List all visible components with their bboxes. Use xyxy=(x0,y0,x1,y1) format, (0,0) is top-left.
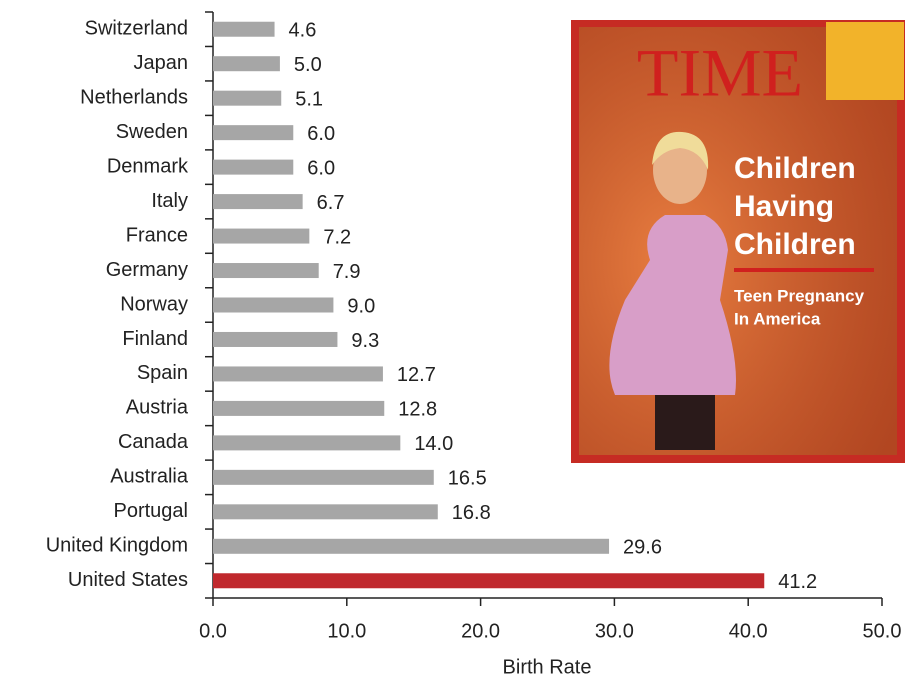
bar xyxy=(213,21,275,37)
y-tick-label: United Kingdom xyxy=(46,535,188,557)
value-label: 41.2 xyxy=(778,571,817,593)
y-tick-label: Japan xyxy=(134,52,189,74)
cover-legs xyxy=(655,395,715,450)
y-tick-label: Sweden xyxy=(116,121,188,143)
y-tick-label: Austria xyxy=(126,397,189,419)
value-label: 7.9 xyxy=(333,261,361,283)
y-tick-label: France xyxy=(126,224,188,246)
y-tick-label: Norway xyxy=(120,293,188,315)
value-label: 6.0 xyxy=(307,157,335,179)
bar xyxy=(213,90,282,106)
value-label: 9.3 xyxy=(351,330,379,352)
bar xyxy=(213,538,610,554)
value-label: 9.0 xyxy=(347,295,375,317)
y-tick-label: Switzerland xyxy=(85,18,188,40)
bar xyxy=(213,331,338,347)
cover-subhead: Teen Pregnancy xyxy=(734,286,865,305)
y-tick-label: Germany xyxy=(106,259,188,281)
value-label: 5.1 xyxy=(295,88,323,110)
value-label: 5.0 xyxy=(294,54,322,76)
bar xyxy=(213,159,294,175)
y-tick-label: Spain xyxy=(137,362,188,384)
x-tick-label: 30.0 xyxy=(595,620,634,642)
y-tick-label: Denmark xyxy=(107,155,189,177)
bar xyxy=(213,400,385,416)
bar xyxy=(213,263,319,279)
cover-corner xyxy=(826,22,904,100)
cover-subhead: In America xyxy=(734,309,821,328)
cover-headline: Having xyxy=(734,190,834,223)
y-tick-label: United States xyxy=(68,569,188,591)
cover-headline: Children xyxy=(734,152,856,185)
x-tick-label: 50.0 xyxy=(863,620,902,642)
x-tick-label: 40.0 xyxy=(729,620,768,642)
value-label: 29.6 xyxy=(623,537,662,559)
value-label: 12.8 xyxy=(398,399,437,421)
y-tick-label: Australia xyxy=(110,466,189,488)
y-tick-label: Canada xyxy=(118,431,189,453)
value-label: 12.7 xyxy=(397,364,436,386)
magazine-cover: TIME Children Having Children Teen Pregn… xyxy=(571,20,905,463)
bar xyxy=(213,366,383,382)
cover-rule xyxy=(734,268,874,272)
y-tick-label: Finland xyxy=(122,328,188,350)
cover-hair xyxy=(652,131,709,170)
cover-masthead: TIME xyxy=(637,35,803,111)
cover-headline: Children xyxy=(734,228,856,261)
bar xyxy=(213,469,434,485)
cover-dress xyxy=(609,215,736,395)
y-tick-label: Netherlands xyxy=(80,86,188,108)
bar xyxy=(213,573,765,589)
value-label: 16.5 xyxy=(448,468,487,490)
bar xyxy=(213,194,303,210)
value-label: 16.8 xyxy=(452,502,491,524)
value-label: 6.7 xyxy=(317,192,345,214)
x-tick-label: 20.0 xyxy=(461,620,500,642)
bar xyxy=(213,504,438,520)
y-tick-label: Italy xyxy=(151,190,188,212)
cover-head xyxy=(653,136,707,204)
x-tick-label: 0.0 xyxy=(199,620,227,642)
x-axis-title: Birth Rate xyxy=(503,656,592,678)
bar xyxy=(213,56,280,72)
bar xyxy=(213,125,294,141)
value-label: 4.6 xyxy=(289,20,317,42)
x-tick-label: 10.0 xyxy=(327,620,366,642)
bar xyxy=(213,297,334,313)
bar xyxy=(213,435,401,451)
value-label: 14.0 xyxy=(414,433,453,455)
y-tick-label: Portugal xyxy=(114,500,189,522)
value-label: 6.0 xyxy=(307,123,335,145)
value-label: 7.2 xyxy=(323,226,351,248)
bar xyxy=(213,228,310,244)
